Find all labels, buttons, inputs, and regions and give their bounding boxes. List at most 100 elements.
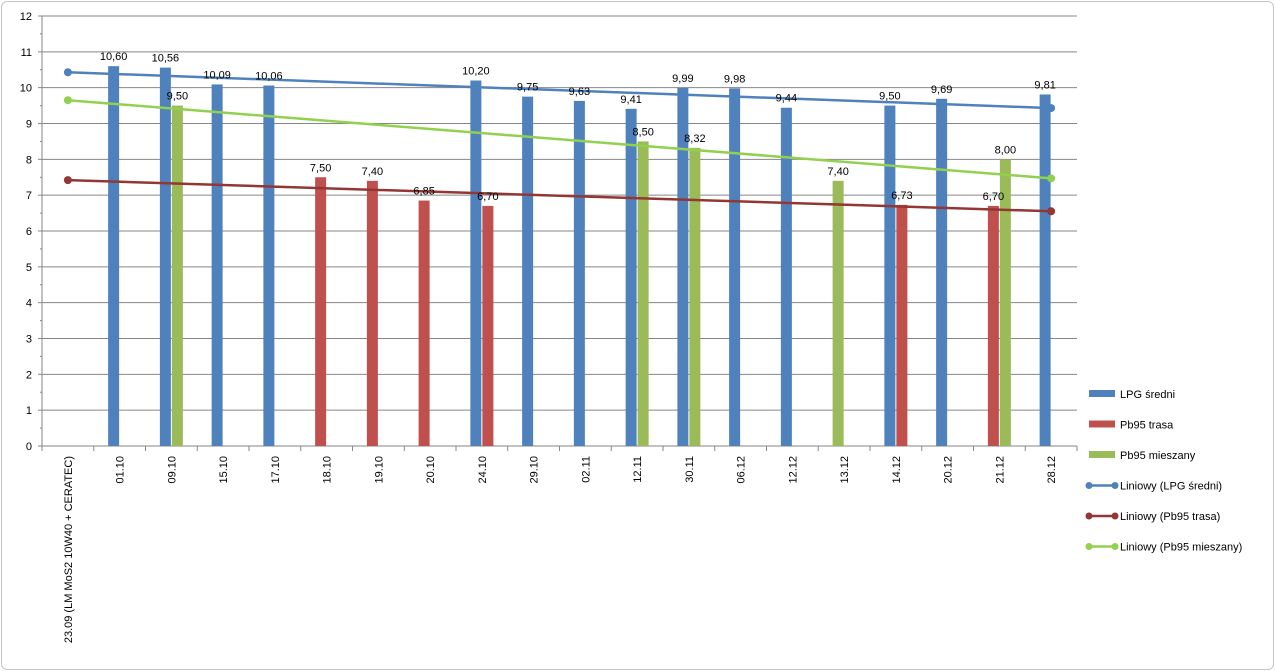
data-label: 8,32	[684, 133, 705, 145]
x-tick-label: 06.12	[736, 456, 748, 484]
trend-marker	[1047, 174, 1056, 183]
data-label: 9,63	[569, 86, 590, 98]
bar-lpg-średni	[573, 100, 585, 447]
data-label: 9,41	[620, 94, 641, 106]
legend-swatch	[1089, 451, 1115, 458]
y-tick-label: 6	[26, 226, 32, 238]
legend-label: Liniowy (LPG średni)	[1120, 481, 1222, 493]
x-tick-label: 20.12	[943, 456, 955, 484]
data-label: 6,70	[477, 191, 498, 203]
x-tick-label: 18.10	[322, 456, 334, 484]
gridlines	[42, 15, 1077, 411]
x-tick-label: 01.10	[115, 456, 127, 484]
x-tick-label: 02.11	[580, 456, 592, 483]
bar-pb95-trasa	[987, 205, 999, 446]
data-label: 7,40	[827, 166, 848, 178]
bar-pb95-trasa	[315, 177, 327, 446]
y-tick-label: 7	[26, 190, 32, 202]
x-tick-label: 15.10	[218, 456, 230, 484]
bar-pb95-trasa	[482, 205, 494, 446]
data-label: 9,75	[517, 82, 538, 94]
legend-swatch	[1089, 420, 1115, 428]
bar-lpg-średni	[470, 80, 482, 446]
legend-swatch	[1089, 390, 1115, 397]
bar-lpg-średni	[625, 108, 637, 446]
trendlines	[63, 68, 1056, 216]
bar-pb95-mieszany	[999, 159, 1011, 447]
x-tick-label: 28.12	[1046, 456, 1058, 484]
bar-pb95-mieszany	[832, 180, 844, 447]
data-label: 8,50	[632, 126, 653, 138]
legend-marker	[1111, 543, 1119, 550]
bar-pb95-trasa	[366, 180, 378, 447]
bar-lpg-średni	[780, 107, 792, 446]
y-tick-label: 1	[26, 405, 32, 417]
data-labels: 10,60 10,56 9,50 10,09 10,06 7,50 7,40 6,85 10,2…	[100, 51, 1056, 203]
bar-lpg-średni	[1039, 94, 1051, 446]
x-tick-label: 13.12	[839, 456, 851, 484]
data-label: 9,99	[672, 73, 693, 85]
legend-marker	[1111, 512, 1119, 520]
y-tick-label: 9	[26, 119, 32, 131]
y-tick-label: 5	[26, 262, 32, 274]
data-label: 10,20	[462, 66, 490, 78]
bar-pb95-mieszany	[689, 147, 701, 446]
data-label: 9,98	[724, 73, 745, 85]
x-tick-label: 09.10	[166, 456, 178, 484]
x-tick-label: 12.11	[632, 456, 644, 483]
x-tick-label: 14.12	[891, 456, 903, 484]
legend-marker	[1085, 512, 1093, 520]
y-tick-label: 4	[26, 298, 32, 310]
y-tick-label: 11	[21, 47, 32, 59]
legend-marker	[1111, 482, 1119, 489]
legend-label: LPG średni	[1120, 389, 1175, 401]
bar-lpg-średni	[211, 84, 223, 447]
bar-pb95-mieszany	[171, 105, 183, 446]
data-label: 9,44	[776, 93, 797, 105]
bars	[108, 66, 1051, 447]
data-label: 9,50	[879, 91, 900, 103]
bar-lpg-średni	[729, 88, 741, 446]
data-label: 10,09	[203, 69, 231, 81]
trend-marker	[1047, 104, 1056, 113]
bar-lpg-średni	[263, 85, 275, 447]
y-tick-label: 0	[26, 441, 32, 453]
trendline	[67, 71, 1052, 110]
data-label: 9,50	[167, 91, 188, 103]
legend-label: Liniowy (Pb95 trasa)	[1120, 511, 1220, 523]
x-tick-label: 23.09 (LM MoS2 10W40 + CERATEC)	[63, 456, 75, 643]
data-label: 7,40	[362, 166, 383, 178]
bar-pb95-trasa	[418, 200, 430, 446]
bar-lpg-średni	[936, 98, 948, 447]
data-label: 6,73	[891, 190, 912, 202]
y-tick-label: 8	[26, 154, 32, 166]
trendline	[67, 178, 1052, 213]
x-tick-label: 24.10	[477, 456, 489, 484]
trend-marker	[63, 68, 72, 77]
y-tick-label: 10	[20, 83, 32, 95]
bar-lpg-średni	[677, 88, 689, 447]
x-tick-label: 17.10	[270, 456, 282, 484]
y-tick-label: 2	[26, 369, 32, 381]
data-label: 6,85	[413, 186, 434, 198]
legend-label: Pb95 mieszany	[1120, 450, 1196, 462]
trend-marker	[63, 96, 72, 105]
y-tick-label: 3	[26, 334, 32, 346]
bar-lpg-średni	[108, 66, 120, 447]
data-label: 10,06	[255, 71, 283, 83]
data-label: 10,56	[152, 53, 180, 65]
bar-lpg-średni	[884, 105, 896, 446]
legend-marker	[1085, 543, 1093, 550]
trend-marker	[1047, 207, 1056, 216]
data-label: 6,70	[983, 191, 1004, 203]
legend-label: Pb95 trasa	[1120, 420, 1174, 432]
data-label: 9,81	[1034, 79, 1055, 91]
x-tick-label: 29.10	[529, 456, 541, 484]
data-label: 10,60	[100, 51, 128, 63]
data-label: 9,69	[931, 84, 952, 96]
legend-marker	[1085, 482, 1093, 489]
y-tick-label: 12	[20, 11, 32, 23]
bar-lpg-średni	[159, 67, 171, 446]
